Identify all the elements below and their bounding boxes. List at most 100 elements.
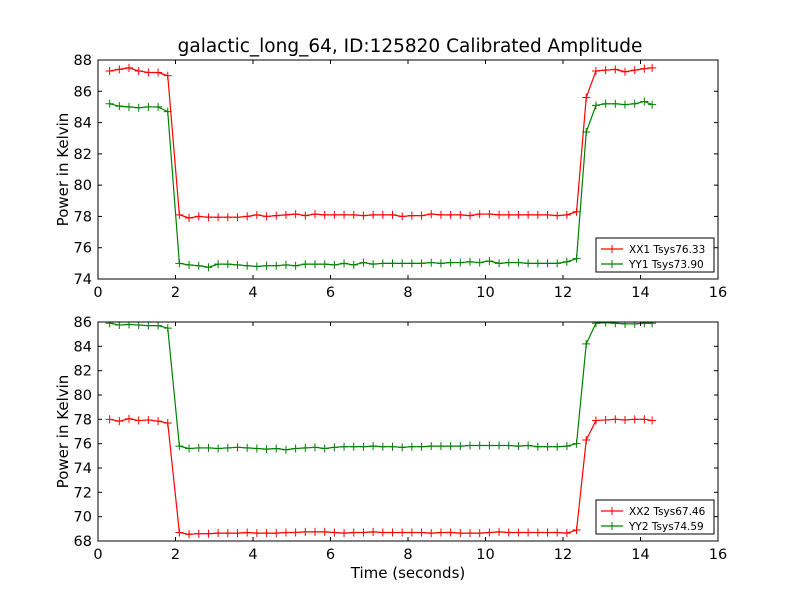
data-point — [485, 441, 494, 450]
data-point — [466, 441, 474, 450]
x-tick-label: 0 — [93, 547, 102, 563]
y-tick-label: 68 — [74, 534, 92, 550]
data-point — [543, 528, 552, 537]
data-point — [378, 442, 387, 451]
data-point — [621, 100, 629, 109]
legend: XX2 Tsys67.46 YY2 Tsys74.59 — [595, 499, 715, 535]
data-point — [495, 259, 504, 268]
data-point — [340, 259, 349, 268]
y-tick-label: 86 — [74, 315, 92, 331]
axes-frame — [97, 321, 719, 542]
data-point — [369, 527, 378, 536]
data-point — [252, 262, 261, 271]
data-point — [204, 443, 213, 452]
data-point — [125, 322, 133, 329]
data-point — [243, 443, 252, 452]
data-point — [601, 99, 610, 108]
y-axis-label: Power in Kelvin — [54, 113, 72, 227]
y-tick-label: 84 — [74, 339, 92, 355]
data-point — [330, 210, 339, 219]
data-point — [272, 444, 281, 453]
data-point — [611, 415, 620, 424]
data-point — [359, 258, 368, 267]
data-point — [621, 322, 629, 328]
data-point — [233, 443, 242, 452]
x-tick-label: 8 — [403, 285, 412, 301]
data-point — [175, 442, 184, 451]
data-point — [163, 324, 172, 333]
data-point — [417, 442, 426, 451]
y-tick-label: 82 — [74, 364, 92, 380]
data-point — [340, 442, 349, 451]
data-point — [514, 442, 523, 451]
x-tick-label: 6 — [326, 285, 335, 301]
y-tick-label: 86 — [74, 84, 92, 100]
data-point — [175, 528, 184, 537]
data-point — [524, 528, 533, 537]
data-point — [223, 443, 232, 452]
y-tick-label: 84 — [74, 116, 92, 132]
legend-label: YY2 Tsys74.59 — [628, 521, 704, 533]
legend-box — [595, 237, 715, 273]
data-point — [378, 210, 387, 219]
data-point — [398, 259, 407, 268]
y-tick-label: 74 — [74, 272, 92, 288]
data-point — [562, 210, 571, 219]
data-point — [301, 260, 310, 269]
data-point — [125, 414, 133, 423]
data-point — [134, 103, 143, 112]
legend-marker — [608, 522, 616, 530]
data-point — [601, 415, 610, 424]
data-point — [417, 528, 426, 537]
x-tick-label: 14 — [631, 547, 649, 563]
data-point — [185, 213, 194, 222]
data-point — [320, 260, 329, 269]
data-point — [281, 260, 290, 269]
data-point — [185, 260, 194, 269]
data-point — [601, 66, 610, 75]
data-point — [369, 210, 378, 219]
data-point — [340, 210, 349, 219]
data-point — [495, 441, 504, 450]
data-point — [252, 529, 261, 538]
data-point — [349, 260, 358, 269]
x-tick-label: 16 — [709, 547, 727, 563]
data-point — [562, 529, 571, 538]
data-point — [648, 100, 657, 109]
data-point — [301, 211, 310, 220]
y-tick-label: 76 — [74, 437, 92, 453]
series-1-2 — [105, 97, 657, 272]
data-point — [427, 442, 436, 451]
x-tick-label: 6 — [326, 547, 335, 563]
data-point — [427, 258, 436, 267]
data-point — [436, 442, 445, 451]
legend-marker — [608, 245, 616, 253]
data-point — [272, 211, 281, 220]
data-point — [446, 258, 455, 267]
y-tick-label: 72 — [74, 485, 92, 501]
data-point — [388, 442, 397, 451]
data-point — [185, 530, 194, 539]
data-point — [466, 211, 474, 220]
data-point — [591, 66, 600, 75]
data-point — [252, 444, 261, 453]
top-panel: 0 2 4 6 8 10 12 14 16 74 76 78 80 82 84 86 88 Power in Ke… — [54, 53, 727, 301]
data-point — [640, 97, 649, 106]
data-point — [204, 529, 213, 538]
data-point — [349, 210, 358, 219]
data-point — [311, 260, 319, 269]
data-point — [243, 212, 252, 221]
data-point — [243, 261, 252, 270]
data-point — [640, 64, 649, 73]
data-point — [223, 213, 232, 222]
data-point — [115, 417, 124, 426]
x-tick-label: 0 — [93, 285, 102, 301]
data-point — [388, 210, 397, 219]
data-point — [359, 442, 368, 451]
data-point — [291, 444, 300, 453]
data-point — [621, 67, 629, 76]
data-point — [185, 444, 194, 453]
